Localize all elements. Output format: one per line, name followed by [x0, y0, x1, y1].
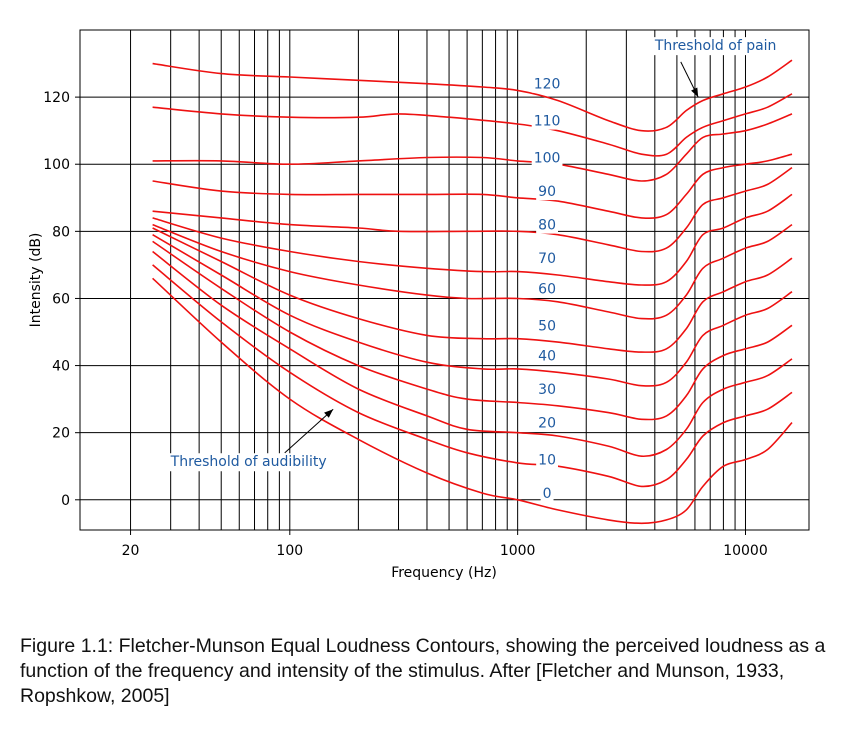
loudness-curve-120 [152, 59, 793, 132]
phon-label-120: 120 [534, 77, 561, 93]
plot-frame [79, 29, 810, 531]
phon-label-20: 20 [538, 416, 556, 432]
phon-labels: 0 10 20 30 40 50 60 70 80 90 100 110 120 [531, 76, 563, 503]
annotation-text-1: Threshold of audibility [170, 454, 327, 470]
equal-loudness-chart: 0 10 20 30 40 50 60 70 80 90 100 110 120 Threshold o… [28, 29, 810, 581]
loudness-curve-110 [152, 93, 793, 157]
loudness-curve-100 [152, 113, 793, 182]
phon-label-30: 30 [538, 382, 556, 398]
phon-label-bg [536, 251, 558, 268]
phon-label-100: 100 [534, 151, 561, 167]
x-tick-label: 20 [122, 543, 140, 559]
y-tick-label: 120 [43, 90, 70, 106]
y-tick-label: 0 [61, 493, 70, 509]
phon-label-bg [536, 382, 558, 399]
phon-label-bg [540, 486, 554, 503]
x-tick-label: 1000 [500, 543, 536, 559]
x-tick-label: 100 [276, 543, 303, 559]
annotations: Threshold of pain Threshold of audibility [166, 37, 780, 472]
phon-label-40: 40 [538, 349, 556, 365]
annotation-arrow-head [691, 87, 699, 98]
annotation-bg [650, 37, 780, 56]
loudness-curve-60 [152, 223, 793, 320]
phon-label-60: 60 [538, 281, 556, 297]
loudness-curve-50 [152, 227, 793, 353]
loudness-curve-30 [152, 240, 793, 421]
annotation-arrow-line [284, 408, 334, 454]
y-tick-label: 20 [52, 426, 70, 442]
phon-label-80: 80 [538, 218, 556, 234]
loudness-curve-20 [152, 250, 793, 458]
loudness-curve-0 [152, 277, 793, 525]
phon-label-bg [536, 217, 558, 234]
annotation-bg [166, 453, 330, 472]
annotation-arrow-head [324, 409, 334, 418]
loudness-curve-70 [152, 193, 793, 286]
y-tick-label: 80 [52, 224, 70, 240]
x-axis-title: Frequency (Hz) [391, 565, 497, 581]
y-axis-title: Intensity (dB) [28, 233, 44, 328]
y-tick-label: 60 [52, 291, 70, 307]
phon-label-50: 50 [538, 318, 556, 334]
phon-label-90: 90 [538, 184, 556, 200]
phon-label-0: 0 [543, 486, 552, 502]
phon-label-bg [536, 415, 558, 432]
y-tick-label: 40 [52, 359, 70, 375]
x-tick-label: 10000 [723, 543, 768, 559]
phon-label-10: 10 [538, 453, 556, 469]
loudness-curves [152, 59, 793, 525]
phon-label-bg [536, 452, 558, 469]
plot-area [80, 30, 809, 530]
phon-label-110: 110 [534, 114, 561, 130]
phon-label-bg [531, 113, 563, 130]
y-tick-label: 100 [43, 157, 70, 173]
loudness-curve-90 [152, 153, 793, 219]
annotation-text-0: Threshold of pain [654, 38, 777, 54]
phon-label-bg [536, 184, 558, 201]
loudness-curve-10 [152, 264, 793, 488]
phon-label-70: 70 [538, 251, 556, 267]
loudness-curve-40 [152, 234, 793, 387]
grid-lines [80, 30, 809, 530]
phon-label-bg [531, 76, 563, 93]
loudness-curve-80 [152, 166, 793, 253]
phon-label-bg [536, 281, 558, 298]
phon-label-bg [536, 318, 558, 335]
figure-caption: Figure 1.1: Fletcher-Munson Equal Loudne… [20, 635, 826, 707]
phon-label-bg [536, 348, 558, 365]
phon-label-bg [531, 150, 563, 167]
